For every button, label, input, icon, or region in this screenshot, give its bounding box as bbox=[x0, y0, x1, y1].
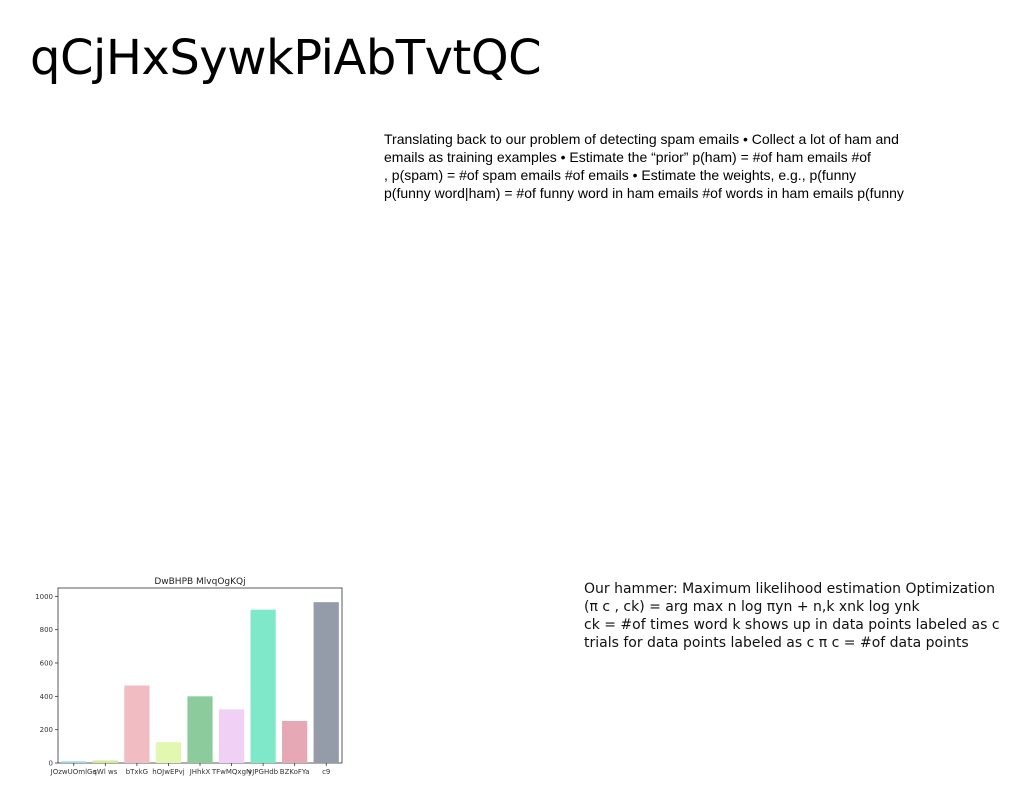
x-tick-label: sWl ws bbox=[93, 768, 117, 776]
paragraph-line: , p(spam) = #of spam emails #of emails •… bbox=[384, 167, 857, 183]
x-tick-label: c9 bbox=[322, 768, 330, 776]
bar bbox=[282, 721, 308, 763]
chart-title: DwBHPB MlvqOgKQj bbox=[154, 577, 245, 587]
bar bbox=[61, 761, 87, 763]
x-tick-label: bTxkG bbox=[126, 768, 148, 776]
paragraph-line: Our hammer: Maximum likelihood estimatio… bbox=[584, 581, 995, 597]
paragraph-line: emails as training examples • Estimate t… bbox=[384, 149, 871, 165]
slide-title: qCjHxSywkPiAbTvtQC bbox=[30, 30, 542, 86]
mle-paragraph: Our hammer: Maximum likelihood estimatio… bbox=[584, 580, 1024, 652]
y-tick-label: 800 bbox=[40, 626, 53, 634]
x-tick-label: JHhkX bbox=[189, 768, 211, 776]
bar bbox=[187, 696, 213, 763]
bar bbox=[250, 609, 276, 763]
y-tick-label: 600 bbox=[40, 660, 53, 668]
y-tick-label: 1000 bbox=[35, 593, 53, 601]
y-tick-label: 0 bbox=[49, 760, 53, 768]
bar bbox=[313, 602, 339, 763]
paragraph-line: ck = #of times word k shows up in data p… bbox=[584, 617, 1000, 633]
y-tick-label: 400 bbox=[40, 693, 53, 701]
bar bbox=[92, 760, 118, 763]
bar bbox=[155, 742, 182, 763]
bar-chart-svg: DwBHPB MlvqOgKQj 0 200 400 600 800 1000 JOzwUOm… bbox=[35, 577, 343, 776]
x-tick-label: JOzwUOmlGq bbox=[50, 768, 97, 776]
spam-paragraph: Translating back to our problem of detec… bbox=[384, 130, 1004, 202]
x-tick-label: TFwMQxgN bbox=[211, 768, 251, 776]
x-tick-label: yJPGHdb bbox=[248, 768, 279, 776]
bar bbox=[124, 685, 150, 763]
bar bbox=[218, 709, 245, 763]
y-tick-label: 200 bbox=[40, 726, 53, 734]
paragraph-line: Translating back to our problem of detec… bbox=[384, 131, 899, 147]
paragraph-line: p(funny word|ham) = #of funny word in ha… bbox=[384, 185, 904, 201]
paragraph-line: (π c , ck) = arg max n log πyn + n,k xnk… bbox=[584, 599, 920, 615]
paragraph-line: trials for data points labeled as c π c … bbox=[584, 635, 969, 651]
bar-chart: DwBHPB MlvqOgKQj 0 200 400 600 800 1000 JOzwUOm… bbox=[26, 572, 348, 780]
x-tick-label: BZKoFYa bbox=[280, 768, 310, 776]
x-tick-label: hOJwEPvj bbox=[152, 768, 185, 776]
